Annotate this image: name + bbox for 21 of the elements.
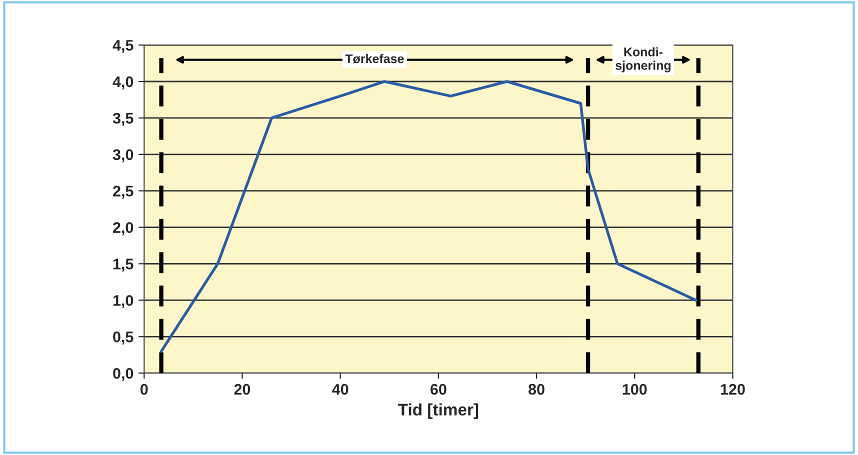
x-tick-label: 20 xyxy=(234,384,250,395)
x-tick-label: 120 xyxy=(720,384,745,395)
y-tick-label: 4,0 xyxy=(112,76,134,90)
x-tick-label: 80 xyxy=(528,384,544,395)
line-series xyxy=(160,80,698,353)
y-tick-label: 3,5 xyxy=(112,112,134,126)
y-tick-label: 1,0 xyxy=(113,295,134,308)
y-tick-label: 4,5 xyxy=(112,40,134,53)
x-axis-title: Tid [timer] xyxy=(398,403,478,419)
y-tick-label: 2,0 xyxy=(113,222,134,236)
x-tick-label: 40 xyxy=(332,384,348,395)
annotation: Tørkefase xyxy=(345,54,404,64)
x-tick-label: 0 xyxy=(140,384,148,395)
x-tick-label: 60 xyxy=(430,384,446,395)
y-tick-label: 1,5 xyxy=(113,258,134,272)
y-tick-label: 0,5 xyxy=(113,332,134,345)
y-tick-label: 0,0 xyxy=(113,368,134,381)
x-tick-label: 100 xyxy=(622,384,647,395)
annotation: Kondi- sjonering xyxy=(616,47,671,72)
y-tick-label: 2,5 xyxy=(113,186,134,199)
y-tick-label: 3,0 xyxy=(112,149,134,162)
